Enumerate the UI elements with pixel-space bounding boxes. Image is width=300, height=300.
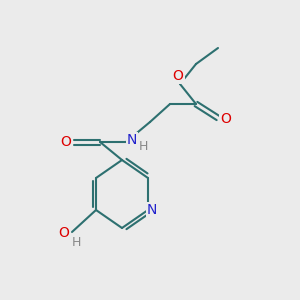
Text: N: N [127, 133, 137, 147]
Text: O: O [61, 135, 71, 149]
Text: O: O [172, 69, 183, 83]
Text: H: H [71, 236, 81, 248]
Text: O: O [58, 226, 69, 240]
Text: N: N [147, 203, 157, 217]
Text: H: H [138, 140, 148, 154]
Text: O: O [220, 112, 231, 126]
